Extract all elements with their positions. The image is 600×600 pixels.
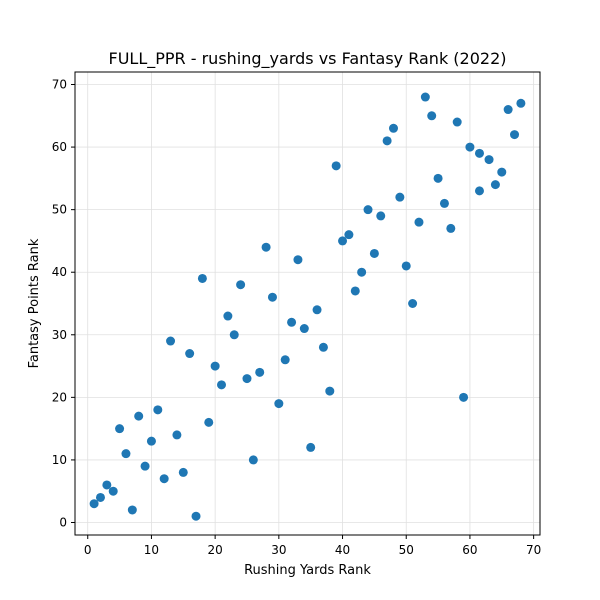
data-point	[452, 117, 462, 127]
data-point	[223, 311, 233, 321]
data-point	[338, 236, 348, 246]
data-point	[248, 455, 258, 465]
data-point	[134, 411, 144, 421]
x-axis-label: Rushing Yards Rank	[244, 563, 371, 578]
data-point	[102, 480, 112, 490]
data-point	[121, 449, 131, 459]
data-point	[408, 299, 418, 308]
data-point	[357, 267, 367, 277]
data-point	[306, 442, 316, 452]
data-point	[388, 123, 398, 133]
y-tick-label: 70	[52, 78, 67, 92]
data-point	[318, 342, 328, 352]
y-tick-label: 30	[52, 328, 67, 342]
data-point	[503, 105, 513, 115]
data-point	[191, 511, 201, 521]
data-point	[446, 223, 456, 233]
plot-area-frame	[74, 71, 541, 536]
data-point	[439, 198, 449, 208]
data-point	[414, 217, 424, 227]
data-point	[146, 436, 156, 446]
y-axis-label: Fantasy Points Rank	[27, 238, 42, 368]
x-tick-label: 70	[526, 543, 541, 557]
y-tick-label: 50	[52, 203, 67, 217]
data-point	[185, 349, 195, 359]
data-point	[484, 155, 494, 165]
x-tick-label: 30	[271, 543, 286, 557]
data-point	[369, 248, 379, 258]
axis-ticks: 0 10 20 30 40 50 60 70 0 10 20 30 40 50 60 70	[52, 78, 542, 557]
data-point	[178, 467, 188, 477]
y-tick-label: 10	[52, 453, 67, 467]
data-point	[127, 505, 137, 515]
data-point	[172, 430, 182, 440]
data-point	[140, 461, 150, 471]
data-point	[255, 367, 265, 377]
data-points	[89, 92, 526, 521]
data-point	[267, 292, 277, 302]
y-tick-label: 0	[59, 515, 67, 529]
data-point	[159, 474, 169, 484]
data-point	[490, 180, 500, 190]
grid	[75, 72, 540, 535]
data-point	[382, 136, 392, 146]
x-tick-label: 40	[335, 543, 350, 557]
x-tick-label: 60	[462, 543, 477, 557]
data-point	[420, 92, 430, 102]
x-tick-label: 50	[399, 543, 414, 557]
data-point	[236, 280, 246, 290]
data-point	[395, 192, 405, 202]
data-point	[242, 374, 252, 384]
data-point	[376, 211, 386, 221]
data-point	[280, 355, 290, 365]
data-point	[312, 305, 322, 315]
data-point	[95, 492, 105, 502]
data-point	[325, 386, 335, 396]
data-point	[363, 205, 373, 215]
x-tick-label: 10	[144, 543, 159, 557]
data-point	[344, 230, 354, 240]
data-point	[401, 261, 411, 271]
data-point	[510, 130, 520, 140]
y-tick-label: 60	[52, 140, 67, 154]
y-tick-label: 40	[52, 265, 67, 279]
data-point	[261, 242, 271, 252]
data-point	[274, 399, 284, 409]
data-point	[197, 273, 207, 283]
chart-title: FULL_PPR - rushing_yards vs Fantasy Rank…	[109, 49, 507, 69]
data-point	[331, 161, 341, 171]
data-point	[516, 98, 526, 108]
data-point	[465, 142, 475, 152]
data-point	[497, 167, 507, 177]
y-tick-label: 20	[52, 390, 67, 404]
data-point	[108, 486, 118, 496]
data-point	[474, 186, 484, 196]
data-point	[217, 380, 227, 390]
data-point	[204, 417, 214, 427]
data-point	[166, 336, 176, 346]
x-tick-label: 20	[207, 543, 222, 557]
data-point	[427, 111, 437, 121]
data-point	[433, 173, 443, 183]
data-point	[299, 324, 309, 334]
data-point	[89, 499, 99, 509]
data-point	[115, 424, 125, 434]
data-point	[474, 148, 484, 158]
data-point	[459, 392, 469, 402]
data-point	[287, 317, 297, 327]
data-point	[210, 361, 220, 371]
x-tick-label: 0	[84, 543, 92, 557]
data-point	[229, 330, 239, 340]
data-point	[153, 405, 163, 415]
data-point	[350, 286, 360, 296]
data-point	[293, 255, 303, 265]
